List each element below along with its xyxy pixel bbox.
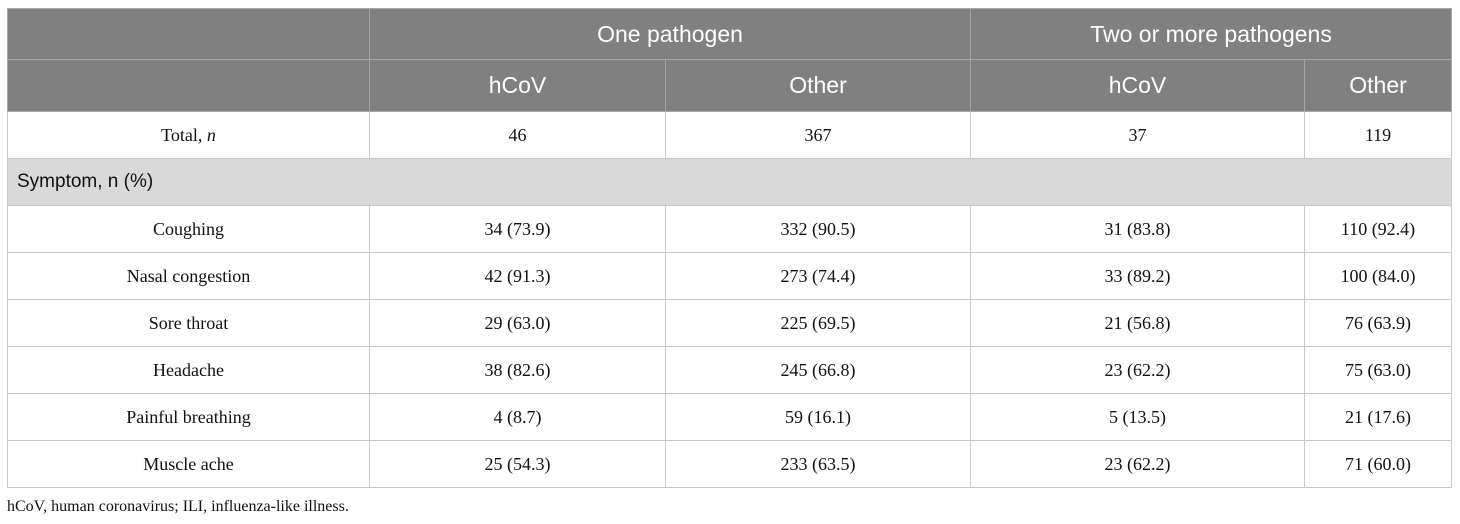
table-cell: 5 (13.5) (970, 393, 1306, 441)
table-cell: 75 (63.0) (1304, 346, 1453, 394)
header-one-other: Other (664, 59, 972, 112)
table-cell: 225 (69.5) (664, 299, 972, 347)
header-empty-cell (7, 59, 370, 112)
table-cell: 25 (54.3) (369, 440, 666, 488)
table-row: Muscle ache 25 (54.3) 233 (63.5) 23 (62.… (7, 440, 1453, 488)
header-two-or-more-pathogens: Two or more pathogens (970, 8, 1453, 60)
header-row-subgroups: hCoV Other hCoV Other (7, 59, 1453, 112)
table-cell: 110 (92.4) (1304, 205, 1453, 253)
row-label: Muscle ache (7, 440, 370, 488)
header-row-groups: One pathogen Two or more pathogens (7, 8, 1453, 60)
total-label: Total, n (7, 111, 370, 159)
table-cell: 21 (56.8) (970, 299, 1306, 347)
table-cell: 42 (91.3) (369, 252, 666, 300)
row-label: Nasal congestion (7, 252, 370, 300)
section-label: Symptom, n (%) (6, 158, 1453, 206)
table-cell: 245 (66.8) (664, 346, 972, 394)
header-corner-cell (7, 8, 370, 60)
header-two-hcov: hCoV (970, 59, 1306, 112)
table-row: Painful breathing 4 (8.7) 59 (16.1) 5 (1… (7, 393, 1453, 441)
table-cell: 31 (83.8) (970, 205, 1306, 253)
total-row: Total, n 46 367 37 119 (7, 111, 1453, 159)
table-cell: 21 (17.6) (1304, 393, 1453, 441)
total-value: 119 (1304, 111, 1453, 159)
table-cell: 34 (73.9) (369, 205, 666, 253)
table-cell: 100 (84.0) (1304, 252, 1453, 300)
section-row-symptom: Symptom, n (%) (6, 158, 1453, 206)
table-row: Headache 38 (82.6) 245 (66.8) 23 (62.2) … (7, 346, 1453, 394)
header-one-hcov: hCoV (369, 59, 666, 112)
table-cell: 4 (8.7) (369, 393, 666, 441)
table-row: Coughing 34 (73.9) 332 (90.5) 31 (83.8) … (7, 205, 1453, 253)
table-cell: 71 (60.0) (1304, 440, 1453, 488)
table-cell: 332 (90.5) (664, 205, 972, 253)
table-footnote: hCoV, human coronavirus; ILI, influenza-… (7, 498, 349, 515)
table-cell: 273 (74.4) (664, 252, 972, 300)
total-value: 367 (664, 111, 972, 159)
row-label: Coughing (7, 205, 370, 253)
row-label: Sore throat (7, 299, 370, 347)
table-cell: 76 (63.9) (1304, 299, 1453, 347)
table-cell: 59 (16.1) (664, 393, 972, 441)
total-value: 46 (369, 111, 666, 159)
table-row: Nasal congestion 42 (91.3) 273 (74.4) 33… (7, 252, 1453, 300)
row-label: Headache (7, 346, 370, 394)
table-row: Sore throat 29 (63.0) 225 (69.5) 21 (56.… (7, 299, 1453, 347)
header-two-other: Other (1304, 59, 1453, 112)
table-cell: 38 (82.6) (369, 346, 666, 394)
table-cell: 33 (89.2) (970, 252, 1306, 300)
table-cell: 233 (63.5) (664, 440, 972, 488)
total-value: 37 (970, 111, 1306, 159)
table-cell: 29 (63.0) (369, 299, 666, 347)
symptom-table: One pathogen Two or more pathogens hCoV … (6, 8, 1453, 488)
row-label: Painful breathing (7, 393, 370, 441)
table-cell: 23 (62.2) (970, 346, 1306, 394)
table-cell: 23 (62.2) (970, 440, 1306, 488)
header-one-pathogen: One pathogen (368, 8, 972, 60)
total-label-n: n (206, 124, 216, 145)
